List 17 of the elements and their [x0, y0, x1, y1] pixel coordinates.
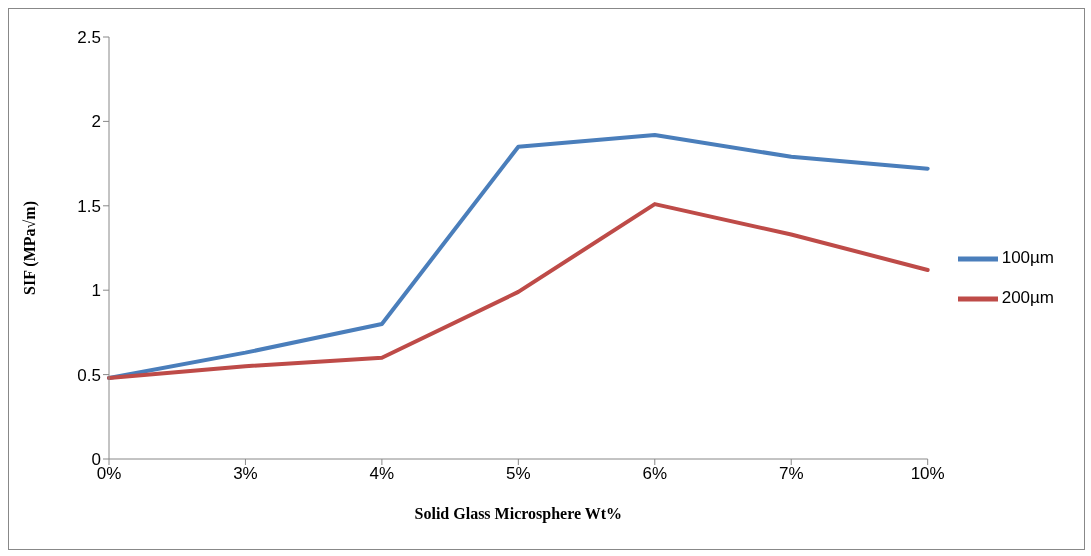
- x-tick-label: 10%: [910, 464, 945, 484]
- y-axis-title: SIF (MPa√m): [20, 201, 39, 295]
- x-tick-label: 4%: [369, 464, 395, 484]
- legend-label: 200µm: [1001, 288, 1054, 308]
- y-tick-label: 2.5: [77, 28, 101, 48]
- x-tick-label: 6%: [642, 464, 668, 484]
- x-tick-label: 5%: [506, 464, 531, 484]
- legend-label: 100µm: [1001, 248, 1054, 268]
- y-tick-label: 1: [91, 281, 101, 301]
- y-tick-label: 2: [91, 112, 101, 132]
- y-tick-label: 1.5: [77, 196, 101, 216]
- x-axis-title: Solid Glass Microsphere Wt%: [414, 505, 623, 523]
- x-tick-label: 7%: [778, 464, 804, 484]
- x-tick-label: 0%: [96, 464, 122, 484]
- x-tick-label: 3%: [233, 464, 258, 484]
- y-tick-label: 0.5: [77, 365, 101, 385]
- line-series: [107, 202, 930, 380]
